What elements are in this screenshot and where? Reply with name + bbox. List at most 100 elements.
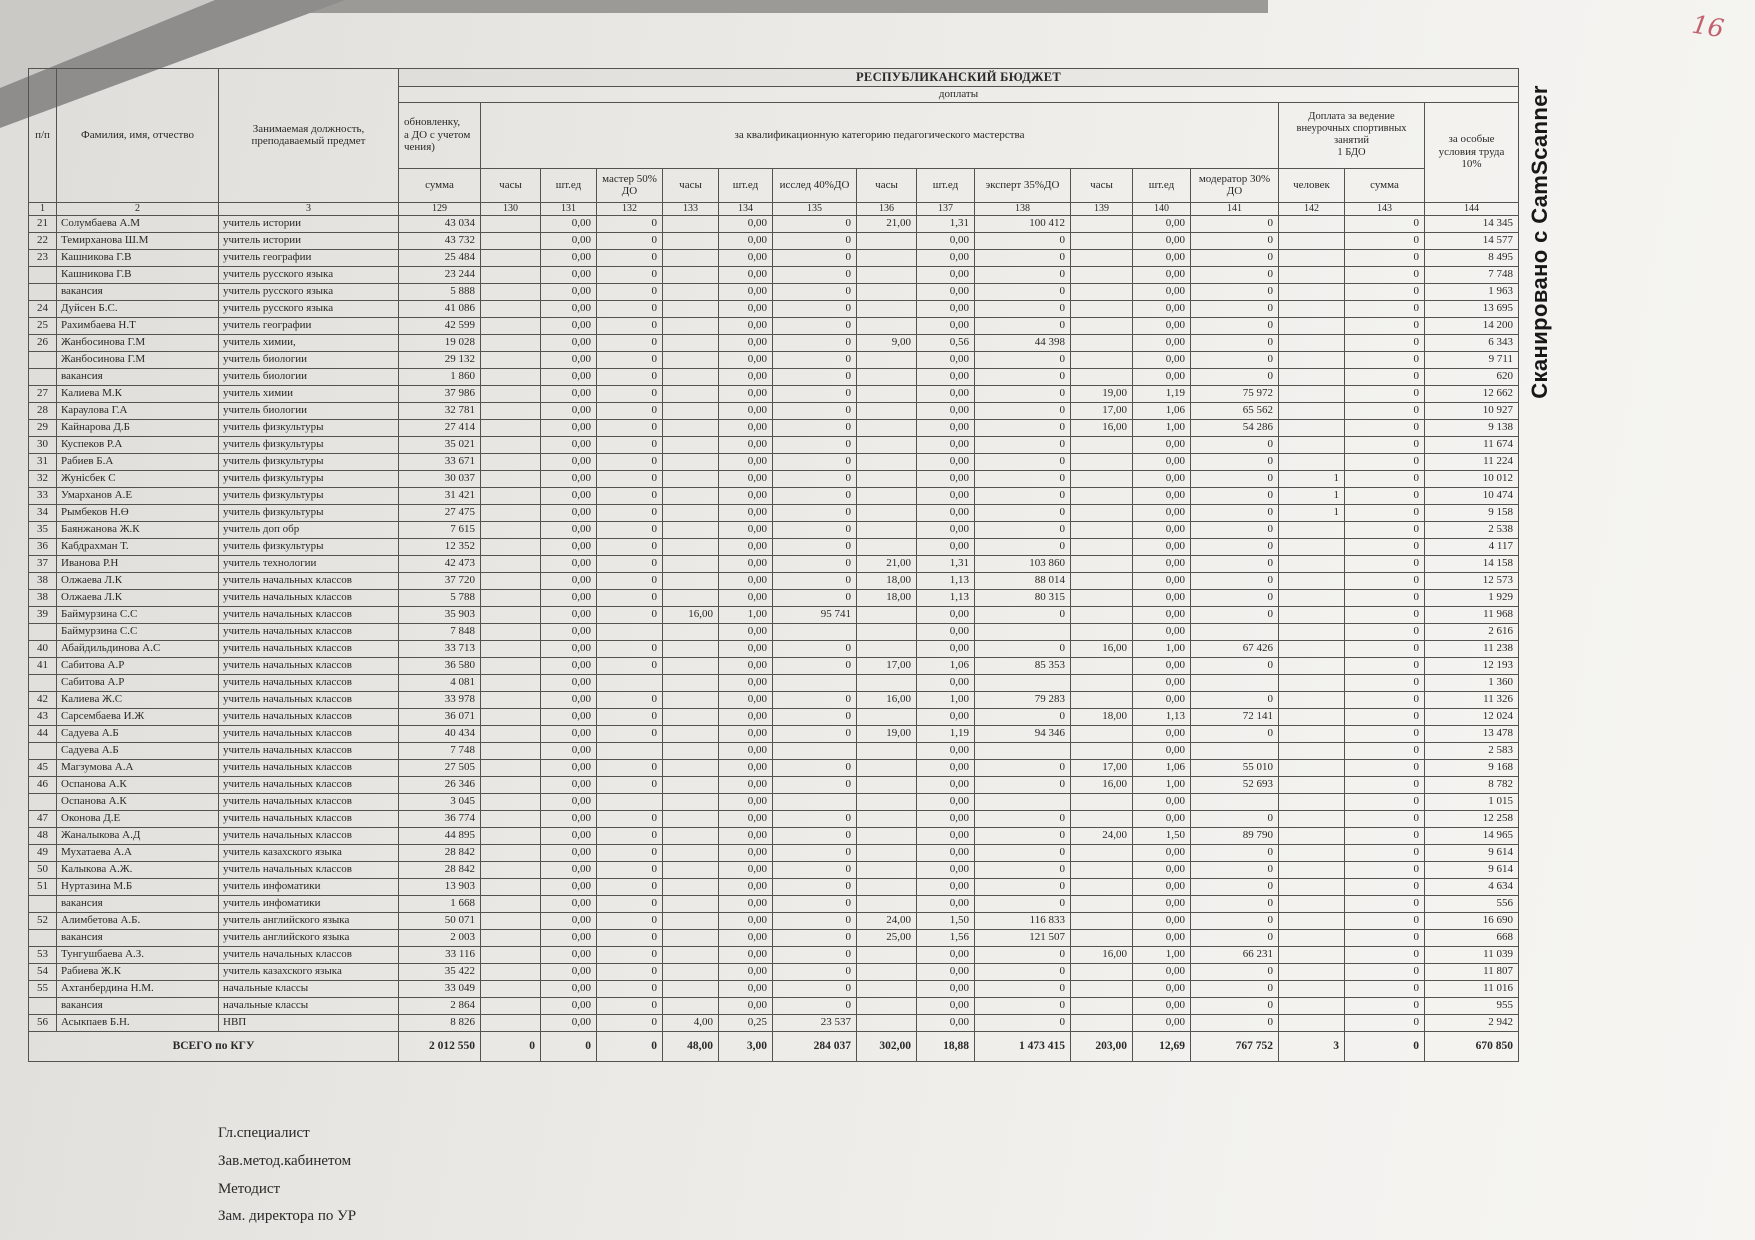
- cell-value: [596, 673, 663, 692]
- header-chasy-1: часы: [480, 167, 541, 203]
- cell-value: 0,00: [718, 860, 773, 879]
- cell-value: [1278, 843, 1345, 862]
- cell-value: [772, 741, 857, 760]
- cell-value: 11 968: [1424, 605, 1519, 624]
- cell-value: 0: [974, 605, 1071, 624]
- cell-value: [974, 673, 1071, 692]
- cell-value: 0,00: [916, 537, 975, 556]
- cell-value: [1278, 418, 1345, 437]
- cell-value: 0,00: [1132, 469, 1191, 488]
- cell-value: [662, 826, 719, 845]
- cell-value: 2 864: [398, 996, 481, 1015]
- cell-value: 14 200: [1424, 316, 1519, 335]
- cell-value: [480, 928, 541, 947]
- cell-row-number: 28: [28, 401, 57, 420]
- cell-value: 0: [1344, 741, 1425, 760]
- cell-value: 0: [596, 486, 663, 505]
- cell-value: [480, 809, 541, 828]
- cell-fullname: вакансия: [56, 996, 219, 1015]
- cell-value: 0: [1344, 282, 1425, 301]
- cell-value: 0: [1190, 877, 1279, 896]
- cell-value: [662, 775, 719, 794]
- cell-value: 0: [596, 367, 663, 386]
- cell-value: 54 286: [1190, 418, 1279, 437]
- cell-position: учитель начальных классов: [218, 809, 399, 828]
- cell-value: 25 484: [398, 248, 481, 267]
- cell-value: [480, 469, 541, 488]
- cell-row-number: 52: [28, 911, 57, 930]
- cell-value: 0,00: [718, 724, 773, 743]
- table-row: 44 Садуева А.Б учитель начальных классов 40…: [28, 724, 1519, 743]
- total-value: 767 752: [1190, 1030, 1279, 1062]
- cell-position: учитель начальных классов: [218, 622, 399, 641]
- cell-value: 0: [772, 809, 857, 828]
- cell-value: 0,00: [540, 826, 597, 845]
- cell-fullname: Абайдильдинова А.С: [56, 639, 219, 658]
- cell-value: 0,00: [718, 231, 773, 250]
- column-number-137: 137: [916, 201, 975, 216]
- cell-value: 0: [1190, 452, 1279, 471]
- cell-value: 0,00: [916, 741, 975, 760]
- total-value: 1 473 415: [974, 1030, 1071, 1062]
- cell-value: 0: [596, 435, 663, 454]
- cell-value: 0,00: [540, 469, 597, 488]
- cell-value: [1070, 656, 1133, 675]
- cell-value: 0: [772, 350, 857, 369]
- cell-value: 0,00: [718, 639, 773, 658]
- cell-value: [856, 979, 917, 998]
- cell-value: 13 478: [1424, 724, 1519, 743]
- cell-fullname: Караулова Г.А: [56, 401, 219, 420]
- header-fullname: Фамилия, имя, отчество: [56, 68, 219, 203]
- cell-value: 0: [1190, 996, 1279, 1015]
- cell-fullname: Рымбеков Н.Ө: [56, 503, 219, 522]
- cell-value: 0: [596, 724, 663, 743]
- cell-row-number: 36: [28, 537, 57, 556]
- cell-value: 0,00: [718, 435, 773, 454]
- cell-value: 1 929: [1424, 588, 1519, 607]
- cell-value: [662, 452, 719, 471]
- cell-value: [480, 724, 541, 743]
- cell-value: [480, 316, 541, 335]
- cell-value: [480, 877, 541, 896]
- cell-value: 0,00: [1132, 996, 1191, 1015]
- cell-value: [480, 673, 541, 692]
- total-value: 0: [480, 1030, 541, 1062]
- cell-value: [1070, 503, 1133, 522]
- cell-value: 0: [1344, 775, 1425, 794]
- cell-value: 0: [1344, 554, 1425, 573]
- cell-value: 0: [1344, 928, 1425, 947]
- cell-row-number: [28, 894, 57, 913]
- cell-value: 35 021: [398, 435, 481, 454]
- cell-value: 0,00: [718, 537, 773, 556]
- cell-value: 16,00: [1070, 945, 1133, 964]
- cell-value: 13 695: [1424, 299, 1519, 318]
- cell-value: 0: [1344, 588, 1425, 607]
- cell-value: 0,00: [540, 367, 597, 386]
- cell-value: [1070, 367, 1133, 386]
- cell-value: 0: [596, 554, 663, 573]
- cell-value: 0,00: [540, 911, 597, 930]
- header-shted-4: шт.ед: [1132, 167, 1191, 203]
- cell-value: [1278, 860, 1345, 879]
- cell-value: 0: [974, 996, 1071, 1015]
- cell-fullname: Баймурзина С.С: [56, 605, 219, 624]
- cell-value: 0,00: [916, 707, 975, 726]
- cell-row-number: [28, 928, 57, 947]
- table-row: 52 Алимбетова А.Б. учитель английского язы…: [28, 911, 1519, 930]
- cell-value: 0,00: [540, 860, 597, 879]
- cell-value: 0: [1190, 843, 1279, 862]
- cell-value: 0: [772, 860, 857, 879]
- cell-value: [1278, 928, 1345, 947]
- cell-value: [480, 486, 541, 505]
- cell-value: 0,00: [540, 333, 597, 352]
- cell-value: 1,31: [916, 214, 975, 233]
- cell-value: 0,00: [916, 1013, 975, 1032]
- cell-value: 0,00: [540, 945, 597, 964]
- column-number-142: 142: [1278, 201, 1345, 216]
- cell-value: 0: [1344, 486, 1425, 505]
- cell-value: 0: [1344, 809, 1425, 828]
- cell-value: [1278, 367, 1345, 386]
- cell-value: 0: [1190, 520, 1279, 539]
- cell-value: 5 788: [398, 588, 481, 607]
- cell-value: [1070, 435, 1133, 454]
